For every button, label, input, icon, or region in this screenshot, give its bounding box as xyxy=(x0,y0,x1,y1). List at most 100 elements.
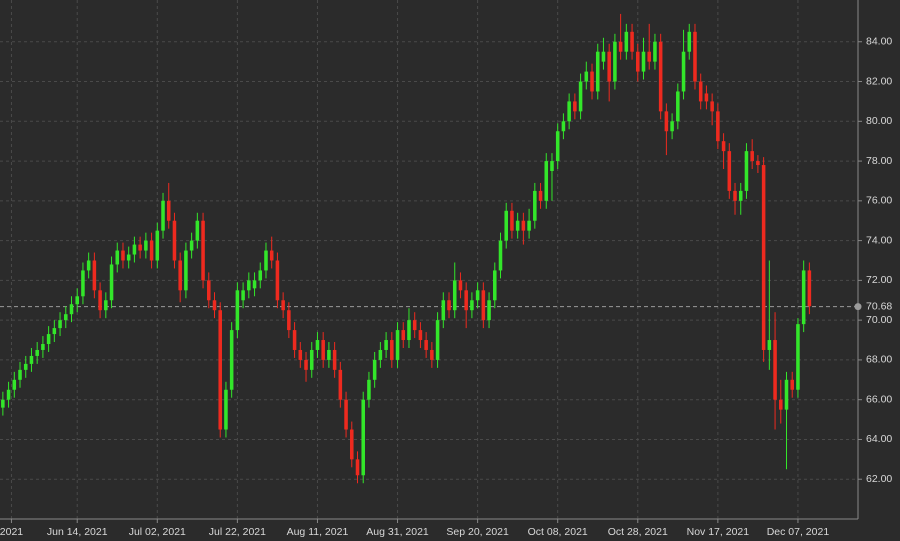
candle-body xyxy=(761,165,766,350)
candle-body xyxy=(670,121,674,132)
candle-body xyxy=(161,200,165,231)
candle-body xyxy=(201,220,205,281)
x-tick-label: Jun 14, 2021 xyxy=(47,526,108,538)
candle-body xyxy=(784,379,789,410)
candle-body xyxy=(384,340,388,350)
y-tick-label: 72.00 xyxy=(866,274,892,286)
candle-body xyxy=(315,340,320,350)
candle-body xyxy=(109,264,114,301)
candle-body xyxy=(247,280,251,291)
candle-body xyxy=(573,101,577,112)
candle-body xyxy=(390,340,394,360)
candle-body xyxy=(458,280,463,291)
candle-body xyxy=(321,340,325,360)
candle-body xyxy=(550,161,554,172)
candle-body xyxy=(29,355,34,364)
candle-body xyxy=(104,300,108,311)
candle-body xyxy=(344,399,348,430)
candle-body xyxy=(64,314,68,321)
candle-body xyxy=(395,330,400,360)
candle-body xyxy=(601,51,606,62)
candle-body xyxy=(287,310,291,331)
candle-body xyxy=(361,399,365,476)
candle-body xyxy=(92,260,97,291)
candle-body xyxy=(607,51,611,82)
candle-body xyxy=(46,334,51,345)
candle-body xyxy=(195,220,200,241)
candle-body xyxy=(18,369,22,380)
y-tick-label: 82.00 xyxy=(866,75,892,87)
candle-body xyxy=(309,349,314,370)
x-tick-label: Oct 08, 2021 xyxy=(528,526,588,538)
candle-body xyxy=(590,71,594,92)
candle-body xyxy=(681,51,686,92)
candle-body xyxy=(487,300,491,321)
candle-body xyxy=(698,81,703,102)
candle-body xyxy=(35,349,39,356)
candle-body xyxy=(716,111,720,142)
candle-body xyxy=(555,131,560,162)
candle-body xyxy=(567,101,571,122)
candle-body xyxy=(664,111,669,132)
candle-body xyxy=(618,41,623,52)
candle-body xyxy=(595,51,600,92)
y-tick-label: 62.00 xyxy=(866,473,892,485)
candle-body xyxy=(367,379,371,400)
candle-body xyxy=(687,31,692,52)
candle-body xyxy=(584,71,589,82)
candle-body xyxy=(653,41,657,62)
labels: 62.00 64.00 66.00 68.00 70.00 72.00 74.00 76.00… xyxy=(0,36,892,538)
candle-body xyxy=(727,151,732,191)
candle-body xyxy=(41,344,45,350)
candle-body xyxy=(624,31,629,52)
candle-body xyxy=(252,280,257,289)
candle-body xyxy=(98,290,102,311)
candle-body xyxy=(424,340,428,350)
candle-body xyxy=(75,296,79,305)
candles xyxy=(1,13,812,484)
last-price-label: 70.68 xyxy=(866,300,892,312)
candle-body xyxy=(58,320,62,329)
x-tick-label: Nov 17, 2021 xyxy=(687,526,750,538)
candle-body xyxy=(733,190,737,201)
candle-body xyxy=(12,379,17,390)
candle-body xyxy=(86,260,91,271)
candle-body xyxy=(796,324,800,390)
candle-body xyxy=(801,270,806,325)
candle-body xyxy=(126,254,131,261)
candle-body xyxy=(52,328,57,335)
candle-body xyxy=(481,290,486,321)
candle-body xyxy=(332,349,337,370)
candle-body xyxy=(533,190,537,221)
candle-body xyxy=(178,260,182,291)
x-tick-label: Aug 31, 2021 xyxy=(366,526,429,538)
y-tick-label: 74.00 xyxy=(866,234,892,246)
candle-body xyxy=(676,91,680,122)
candle-body xyxy=(527,220,531,231)
candle-body xyxy=(521,220,526,231)
candle-body xyxy=(372,359,377,380)
candle-body xyxy=(658,41,663,112)
candle-body xyxy=(493,270,497,301)
candle-body xyxy=(207,280,211,301)
candle-body xyxy=(578,81,583,112)
candle-body xyxy=(355,459,360,476)
candle-body xyxy=(538,190,543,201)
candle-body xyxy=(1,399,5,408)
candle-body xyxy=(418,330,423,341)
candle-body xyxy=(155,230,160,261)
candle-body xyxy=(470,300,474,311)
candle-body xyxy=(350,429,354,460)
candle-body xyxy=(452,280,457,311)
candle-body xyxy=(430,349,434,360)
candle-body xyxy=(441,300,446,321)
candle-body xyxy=(121,250,125,261)
candle-body xyxy=(264,250,268,271)
y-tick-label: 76.00 xyxy=(866,195,892,207)
candle-body xyxy=(475,290,480,301)
candle-body xyxy=(23,363,28,370)
candle-body xyxy=(767,340,772,350)
candle-body xyxy=(235,290,240,331)
